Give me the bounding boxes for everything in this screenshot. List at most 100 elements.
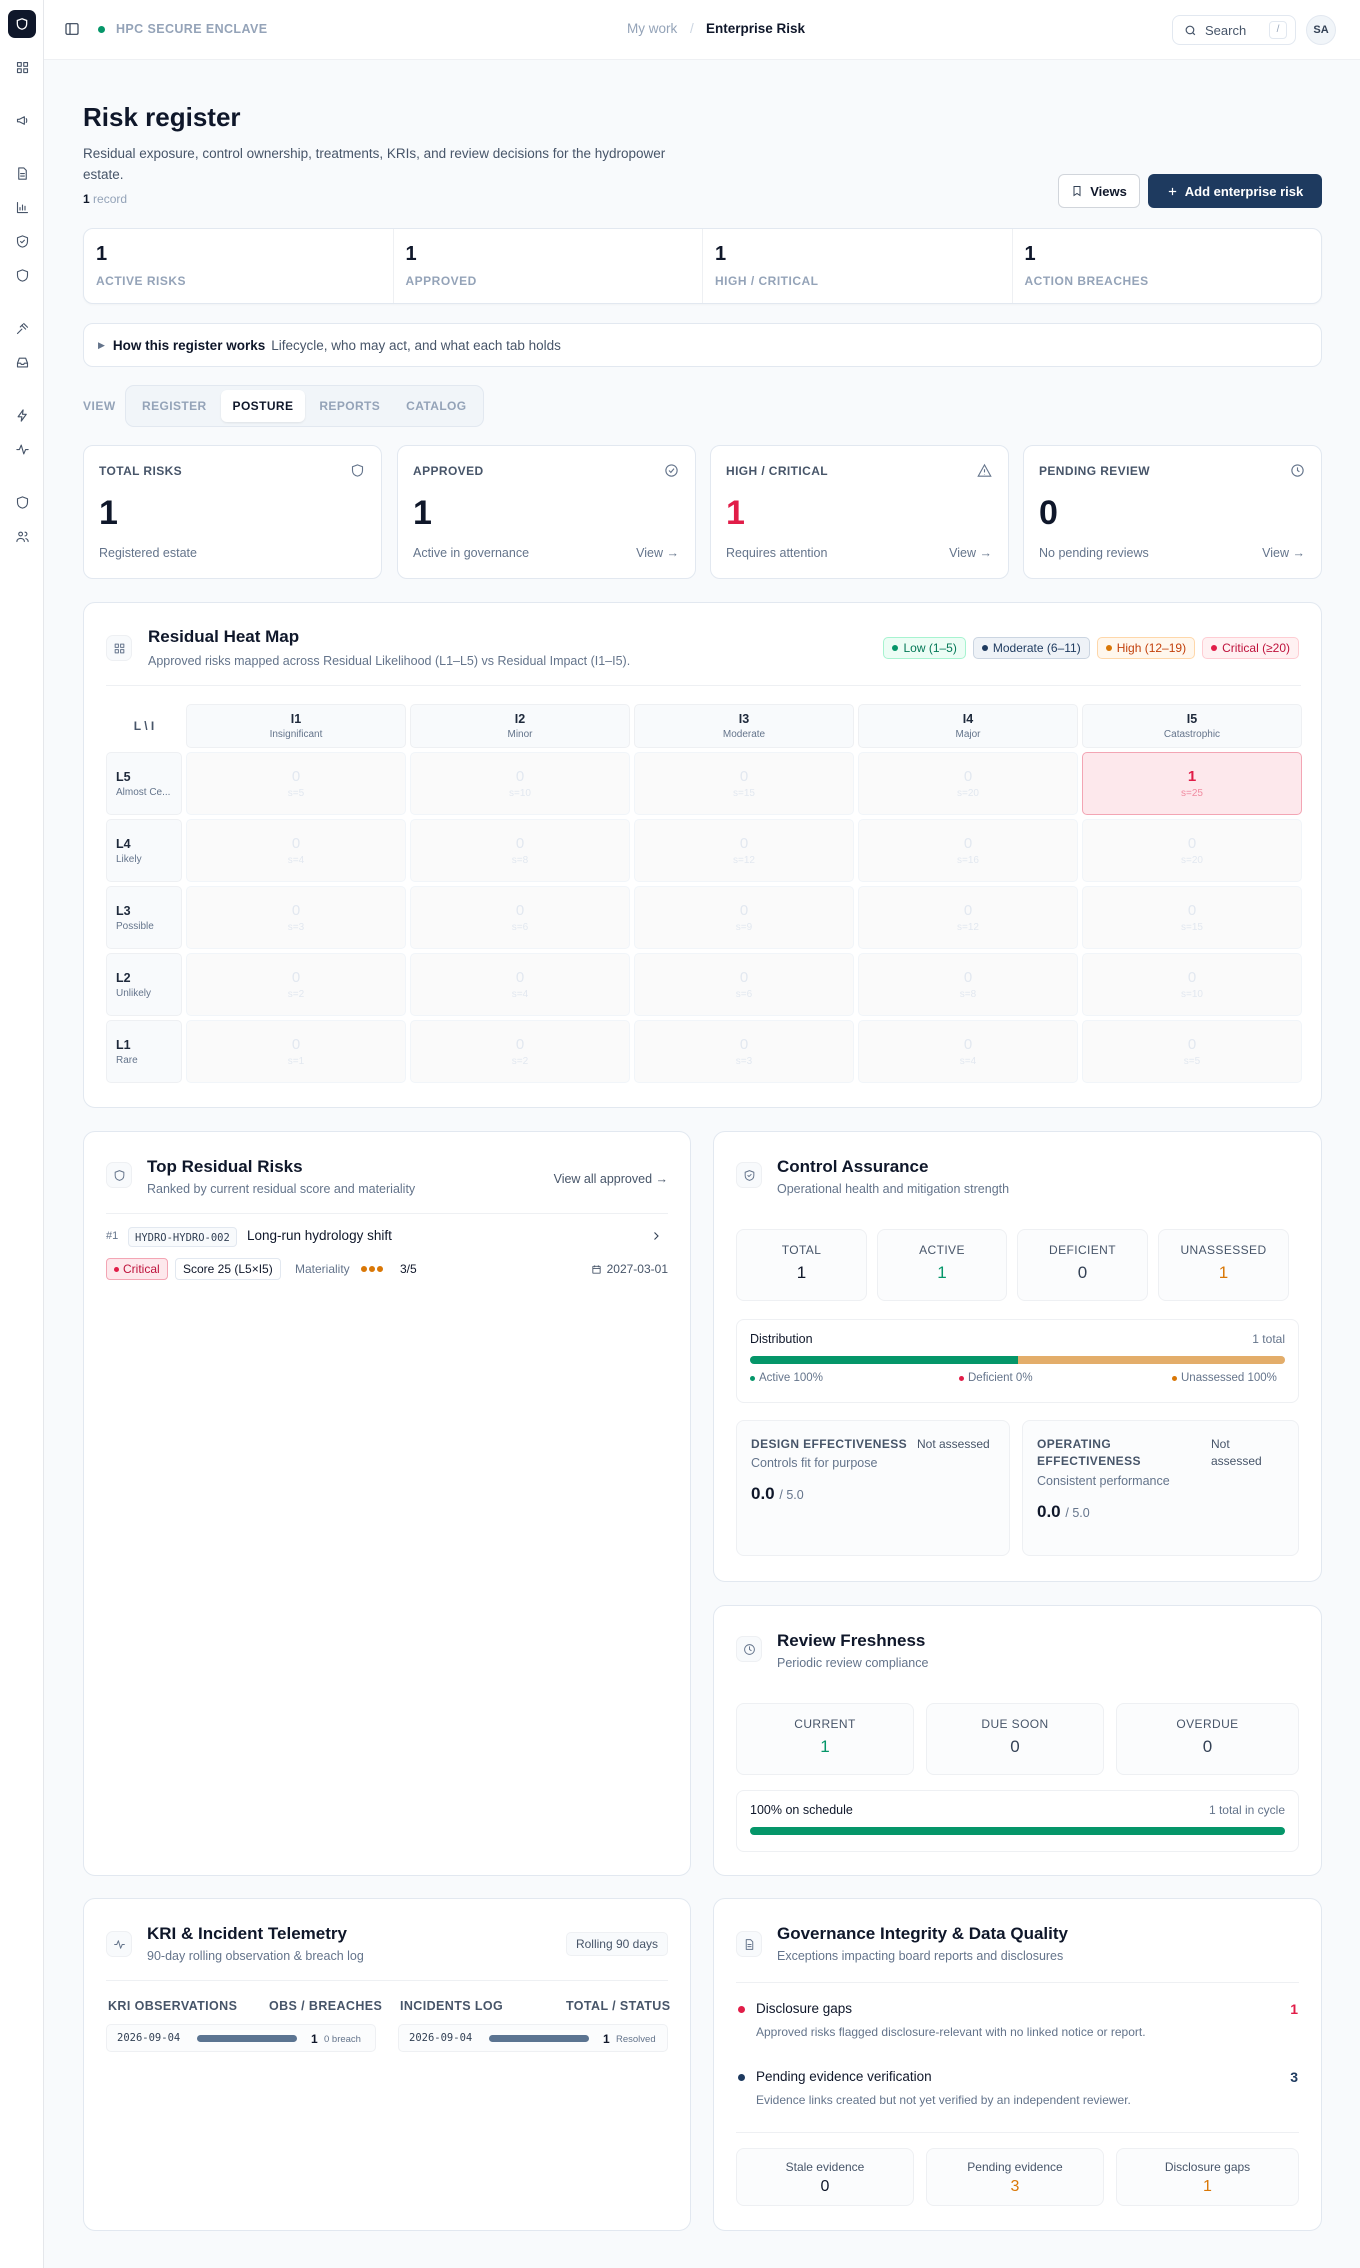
grid-icon[interactable]: [12, 57, 32, 77]
kri-status: 0 breach: [324, 2034, 361, 2045]
metric-high-critical[interactable]: HIGH / CRITICAL 1 Requires attention Vie…: [710, 445, 1009, 579]
grid-icon: [106, 635, 132, 661]
tab-reports[interactable]: REPORTS: [319, 399, 381, 413]
add-enterprise-risk-button[interactable]: Add enterprise risk: [1148, 174, 1322, 208]
tab-register[interactable]: REGISTER: [142, 399, 207, 413]
heatmap-cell[interactable]: 0 s=15: [634, 752, 854, 815]
heatmap-cell[interactable]: 0 s=10: [410, 752, 630, 815]
heatmap-cell[interactable]: 0 s=4: [186, 819, 406, 882]
operating-status: Not assessed: [1211, 1436, 1262, 1470]
heatmap-cell[interactable]: 0 s=20: [1082, 819, 1302, 882]
cell-score: s=2: [287, 989, 305, 1000]
heatmap-cell[interactable]: 0 s=12: [634, 819, 854, 882]
shield-check-icon[interactable]: [12, 231, 32, 251]
search-button[interactable]: Search /: [1172, 15, 1296, 45]
summary-label: ACTION BREACHES: [1024, 274, 1149, 288]
impact-code: I1: [290, 712, 302, 726]
summary-high-critical[interactable]: 1 HIGH / CRITICAL: [703, 229, 1013, 303]
kri-bar: [197, 2035, 297, 2042]
control-stat-unassessed: UNASSESSED 1: [1158, 1229, 1289, 1301]
search-icon: [1185, 25, 1196, 36]
heatmap-cell[interactable]: 0 s=10: [1082, 953, 1302, 1016]
metric-view-link[interactable]: View →: [636, 546, 679, 560]
metric-sub: Registered estate: [99, 546, 197, 560]
breadcrumb-my-work[interactable]: My work: [627, 21, 678, 36]
metric-value: 0: [1039, 494, 1058, 532]
heatmap-cell[interactable]: 0 s=2: [186, 953, 406, 1016]
heatmap-cell[interactable]: 0 s=6: [634, 953, 854, 1016]
metric-pending-review[interactable]: PENDING REVIEW 0 No pending reviews View…: [1023, 445, 1322, 579]
materiality-dot: [361, 1266, 367, 1272]
bar-chart-icon[interactable]: [12, 197, 32, 217]
heatmap-cell[interactable]: 0 s=4: [410, 953, 630, 1016]
inbox-icon[interactable]: [12, 352, 32, 372]
shield-icon: [106, 1162, 132, 1188]
shield-icon[interactable]: [12, 265, 32, 285]
heatmap-cell[interactable]: 0 s=3: [186, 886, 406, 949]
heatmap-cell[interactable]: 0 s=12: [858, 886, 1078, 949]
lightning-icon[interactable]: [12, 405, 32, 425]
kri-observation-row[interactable]: 2026-09-04 1 0 breach: [106, 2024, 376, 2052]
heatmap-cell[interactable]: 0 s=5: [1082, 1020, 1302, 1083]
tab-catalog[interactable]: CATALOG: [406, 399, 467, 413]
tab-posture[interactable]: POSTURE: [220, 390, 306, 422]
kri-date: 2026-09-04: [117, 2032, 181, 2044]
heatmap-cell[interactable]: 0 s=8: [858, 953, 1078, 1016]
heatmap-cell[interactable]: 0 s=4: [858, 1020, 1078, 1083]
metric-label: TOTAL RISKS: [99, 464, 183, 478]
heatmap-cell[interactable]: 0 s=20: [858, 752, 1078, 815]
heatmap-cell[interactable]: 0 s=1: [186, 1020, 406, 1083]
heatmap-cell[interactable]: 0 s=5: [186, 752, 406, 815]
likelihood-name: Likely: [116, 853, 142, 865]
risk-rank: #1: [106, 1230, 119, 1242]
metric-sub: Requires attention: [726, 546, 828, 560]
impact-name: Moderate: [722, 729, 766, 740]
stat-value: 3: [1010, 2178, 1020, 2195]
gavel-icon[interactable]: [12, 318, 32, 338]
cell-score: s=6: [735, 989, 753, 1000]
how-register-works-toggle[interactable]: ▶ How this register works Lifecycle, who…: [83, 323, 1322, 367]
cell-count: 0: [515, 768, 525, 785]
document-icon[interactable]: [12, 163, 32, 183]
cell-count: 0: [963, 902, 973, 919]
materiality-dots: [361, 1266, 383, 1272]
metric-view-link[interactable]: View →: [1262, 546, 1305, 560]
metric-total-risks[interactable]: TOTAL RISKS 1 Registered estate: [83, 445, 382, 579]
heatmap-cell[interactable]: 0 s=6: [410, 886, 630, 949]
operating-score: 0.0 / 5.0: [1037, 1502, 1090, 1522]
summary-approved[interactable]: 1 APPROVED: [394, 229, 703, 303]
app-logo[interactable]: [8, 10, 36, 38]
heatmap-cell[interactable]: 0 s=16: [858, 819, 1078, 882]
cell-count: 0: [515, 835, 525, 852]
heatmap-cell[interactable]: 0 s=8: [410, 819, 630, 882]
breadcrumb-enterprise-risk: Enterprise Risk: [706, 21, 806, 36]
metric-view-link[interactable]: View →: [949, 546, 992, 560]
review-stat-current: CURRENT 1: [736, 1703, 914, 1775]
heatmap-cell[interactable]: 0 s=9: [634, 886, 854, 949]
cell-count: 0: [515, 969, 525, 986]
cell-score: s=15: [1181, 922, 1203, 933]
avatar[interactable]: SA: [1306, 15, 1336, 45]
megaphone-icon[interactable]: [12, 110, 32, 130]
heatmap-cell[interactable]: 0 s=15: [1082, 886, 1302, 949]
summary-active-risks[interactable]: 1 ACTIVE RISKS: [84, 229, 394, 303]
view-all-approved-link[interactable]: View all approved →: [553, 1172, 668, 1186]
views-button[interactable]: Views: [1058, 174, 1140, 208]
heatmap-cell[interactable]: 0 s=3: [634, 1020, 854, 1083]
operating-sub: Consistent performance: [1037, 1474, 1170, 1488]
summary-label: APPROVED: [405, 274, 477, 288]
legend-chip: Moderate (6–11): [972, 637, 1090, 659]
heatmap-cell[interactable]: 0 s=2: [410, 1020, 630, 1083]
impact-name: Minor: [507, 729, 533, 740]
metric-approved[interactable]: APPROVED 1 Active in governance View →: [397, 445, 696, 579]
shield-outline-icon[interactable]: [12, 492, 32, 512]
heatmap-cell[interactable]: 1 s=25: [1082, 752, 1302, 815]
users-icon[interactable]: [12, 526, 32, 546]
summary-action-breaches[interactable]: 1 ACTION BREACHES: [1013, 229, 1322, 303]
activity-icon[interactable]: [12, 439, 32, 459]
cell-score: s=15: [733, 788, 755, 799]
chevron-right-icon[interactable]: [650, 1229, 662, 1243]
cell-score: s=8: [959, 989, 977, 1000]
sidebar-toggle-icon[interactable]: [64, 21, 82, 39]
incident-row[interactable]: 2026-09-04 1 Resolved: [398, 2024, 668, 2052]
